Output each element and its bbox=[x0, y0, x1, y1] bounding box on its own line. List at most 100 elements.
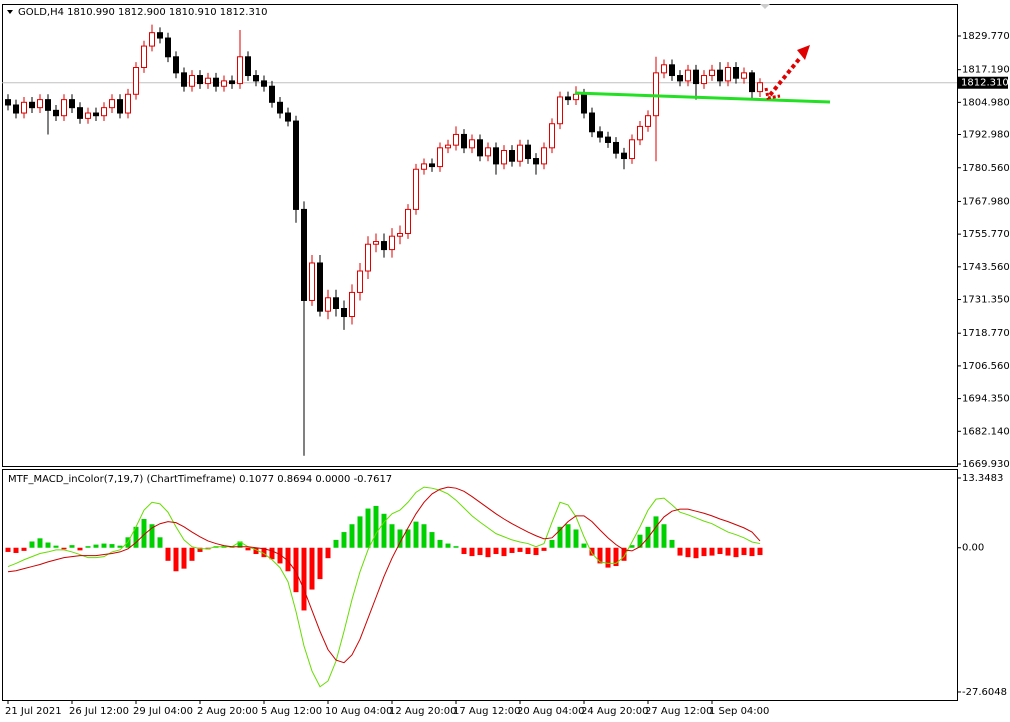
histogram-bar bbox=[301, 547, 307, 611]
candle-body bbox=[453, 133, 459, 146]
candle-body bbox=[413, 168, 419, 210]
candle-body bbox=[173, 56, 179, 74]
candle-body bbox=[293, 120, 299, 210]
candle-body bbox=[149, 32, 155, 47]
candle-body bbox=[477, 139, 483, 157]
histogram-bar bbox=[69, 545, 75, 548]
histogram-bar bbox=[565, 524, 571, 548]
histogram-bar bbox=[357, 516, 363, 548]
candle-body bbox=[349, 291, 355, 318]
histogram-bar bbox=[501, 547, 507, 557]
candle-body bbox=[525, 144, 531, 160]
y-tick-label: 1682.140 bbox=[962, 426, 1010, 437]
x-tick-label: 5 Aug 12:00 bbox=[261, 706, 322, 717]
x-tick-label: 17 Aug 12:00 bbox=[453, 706, 520, 717]
candle-body bbox=[213, 77, 219, 87]
histogram-bar bbox=[173, 547, 179, 572]
plot-layer: 1669.930 1682.140 1694.350 1706.560 1718.770… bbox=[2, 24, 1010, 717]
candle-body bbox=[397, 233, 403, 237]
histogram-bar bbox=[661, 524, 667, 548]
candle-body bbox=[245, 56, 251, 77]
histogram-bar bbox=[157, 537, 163, 548]
candle-body bbox=[429, 163, 435, 168]
histogram-bar bbox=[325, 547, 331, 559]
candle-body bbox=[565, 96, 571, 101]
histogram-bar bbox=[85, 546, 91, 548]
candle-body bbox=[405, 208, 411, 235]
histogram-bar bbox=[133, 526, 139, 548]
candle-body bbox=[493, 147, 499, 165]
candle-body bbox=[741, 72, 747, 79]
candle-body bbox=[645, 115, 651, 127]
candle-body bbox=[45, 99, 51, 111]
histogram-bar bbox=[413, 521, 419, 548]
candle-body bbox=[325, 297, 331, 312]
candle-body bbox=[125, 93, 131, 114]
candle-body bbox=[621, 152, 627, 160]
histogram-bar bbox=[421, 524, 427, 548]
candle-body bbox=[749, 72, 755, 93]
scroll-marker bbox=[760, 4, 770, 9]
candle-body bbox=[189, 75, 195, 87]
candle-body bbox=[381, 241, 387, 251]
candle-body bbox=[133, 66, 139, 95]
candle-body bbox=[469, 139, 475, 149]
histogram-bar bbox=[725, 547, 731, 556]
histogram-bar bbox=[293, 547, 299, 593]
histogram-bar bbox=[485, 547, 491, 558]
histogram-bar bbox=[541, 547, 547, 551]
candle-body bbox=[5, 99, 11, 106]
histogram-bar bbox=[637, 534, 643, 548]
candle-body bbox=[365, 243, 371, 272]
histogram-bar bbox=[5, 547, 11, 552]
x-tick-label: 1 Sep 04:00 bbox=[709, 706, 769, 717]
arrow-head bbox=[797, 45, 810, 60]
x-tick-label: 2 Aug 20:00 bbox=[197, 706, 258, 717]
histogram-bar bbox=[149, 524, 155, 548]
macd-line bbox=[7, 486, 761, 688]
histogram-bar bbox=[373, 505, 379, 548]
candle-body bbox=[605, 136, 611, 143]
candle-body bbox=[333, 297, 339, 309]
histogram-bar bbox=[525, 547, 531, 555]
histogram-bar bbox=[77, 547, 83, 551]
candle-body bbox=[37, 99, 43, 109]
x-tick-label: 12 Aug 20:00 bbox=[389, 706, 456, 717]
histogram-bar bbox=[573, 529, 579, 548]
histogram-bar bbox=[757, 547, 763, 556]
candle-body bbox=[709, 69, 715, 77]
y-tick-label: 1792.980 bbox=[962, 129, 1010, 140]
candle-body bbox=[309, 262, 315, 301]
histogram-bar bbox=[533, 547, 539, 556]
candle-body bbox=[629, 139, 635, 160]
candle-body bbox=[541, 147, 547, 165]
histogram-bar bbox=[621, 547, 627, 561]
histogram-bar bbox=[557, 526, 563, 548]
current-price-label: 1812.310 bbox=[961, 78, 1009, 89]
candle-body bbox=[557, 96, 563, 125]
histogram-bar bbox=[317, 547, 323, 580]
candle-body bbox=[69, 99, 75, 109]
candle-body bbox=[669, 64, 675, 77]
histogram-bar bbox=[509, 547, 515, 553]
histogram-bar bbox=[445, 543, 451, 548]
histogram-bar bbox=[109, 544, 115, 548]
candle-body bbox=[53, 109, 59, 117]
y-tick-label: 1804.980 bbox=[962, 97, 1010, 108]
candle-body bbox=[445, 144, 451, 149]
histogram-bar bbox=[589, 547, 595, 556]
histogram-bar bbox=[53, 545, 59, 548]
y-tick-label: 1755.770 bbox=[962, 229, 1010, 240]
candle-body bbox=[13, 104, 19, 114]
histogram-bar bbox=[245, 547, 251, 551]
candle-body bbox=[197, 75, 203, 85]
candle-body bbox=[661, 64, 667, 74]
candle-body bbox=[717, 69, 723, 82]
menu-arrow[interactable] bbox=[7, 10, 13, 14]
candle-body bbox=[301, 208, 307, 301]
histogram-bar bbox=[469, 547, 475, 557]
candle-body bbox=[157, 32, 163, 39]
histogram-bar bbox=[237, 541, 243, 548]
histogram-bar bbox=[405, 529, 411, 548]
